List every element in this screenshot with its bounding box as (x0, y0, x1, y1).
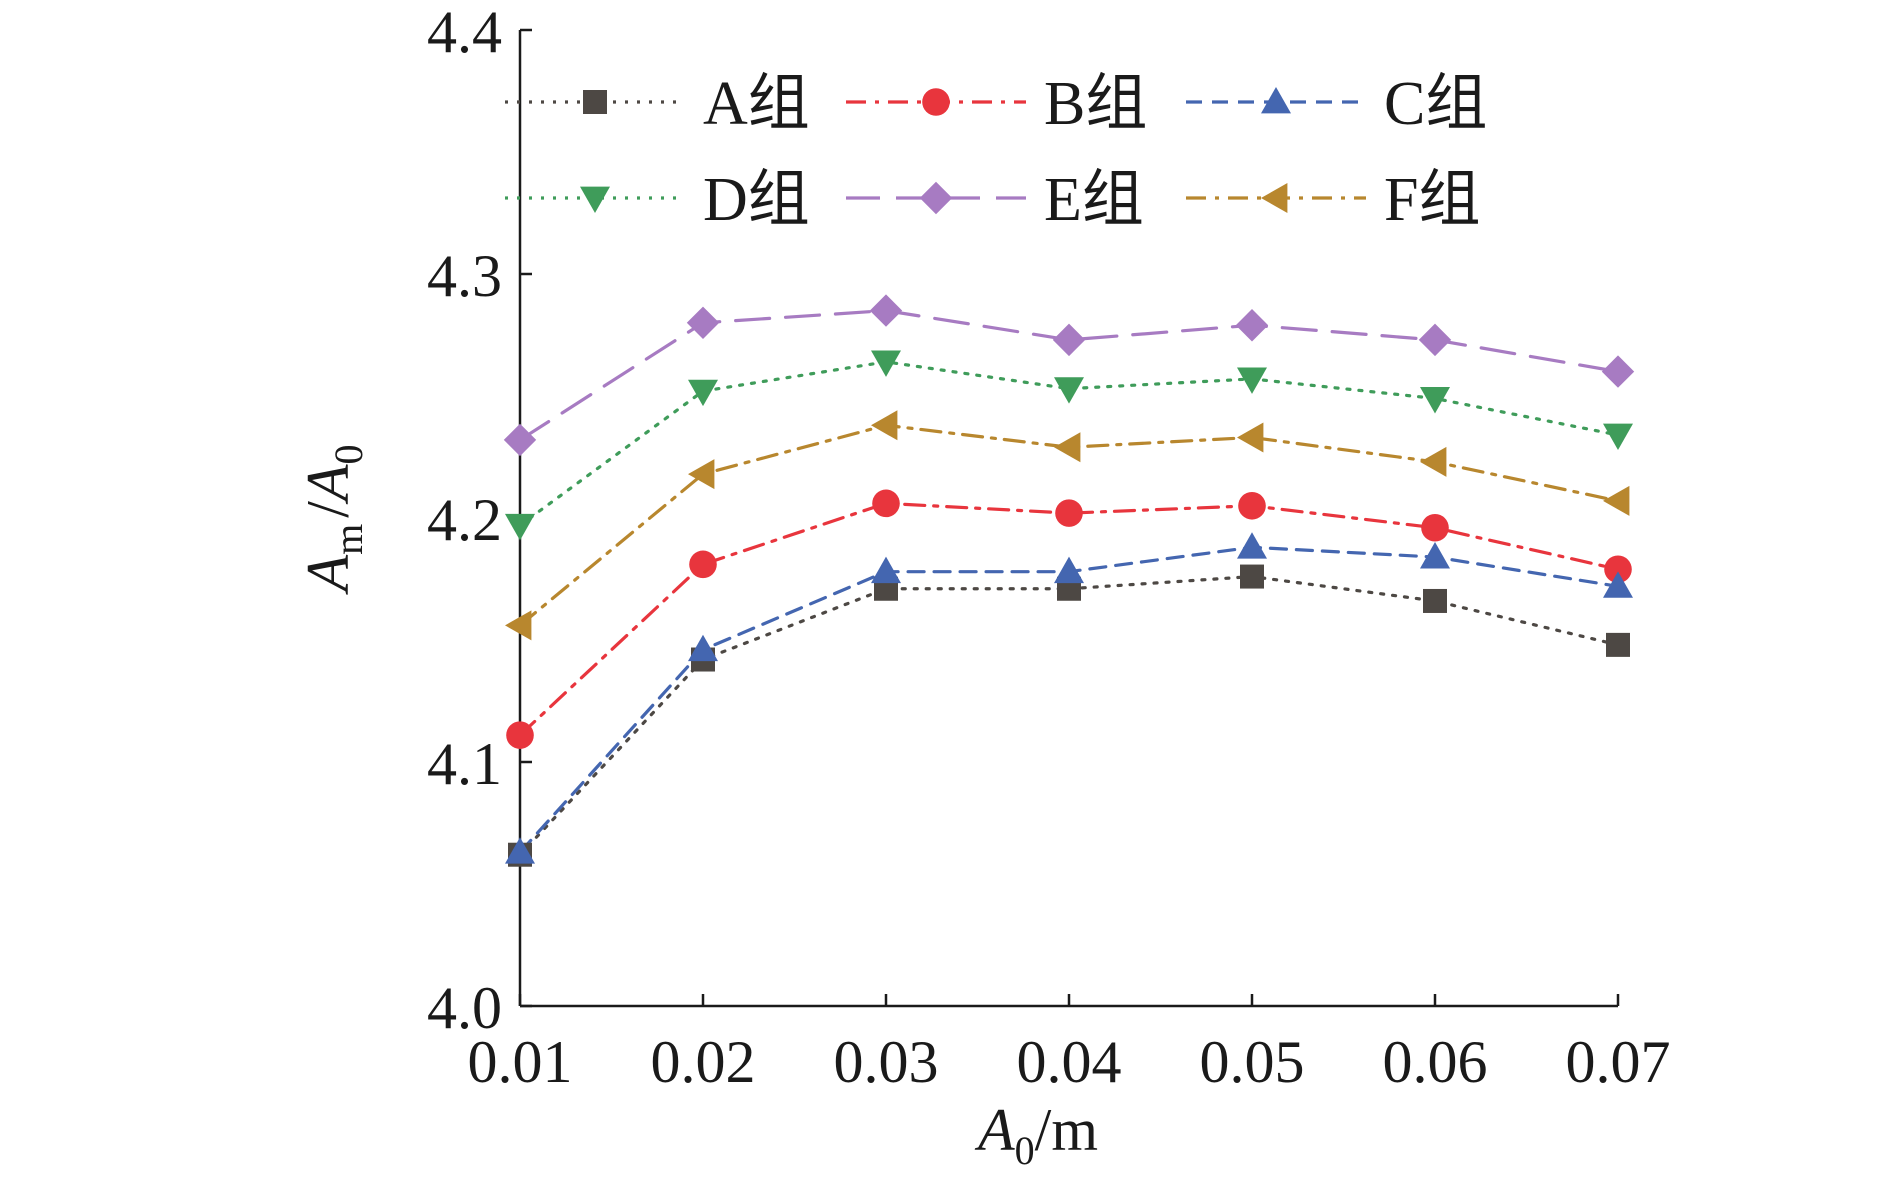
data-point-series-2 (872, 489, 900, 518)
y-axis-title: Am/A0 (295, 444, 371, 595)
data-point-series-6 (1603, 485, 1630, 516)
data-point-series-4 (688, 379, 718, 407)
data-point-series-2 (689, 550, 717, 579)
legend-item-6: F组 (1186, 166, 1480, 234)
data-point-series-3 (871, 556, 901, 584)
data-point-series-4 (1054, 377, 1084, 404)
data-point-series-3 (1054, 556, 1084, 584)
data-point-series-5 (1418, 323, 1452, 357)
data-point-series-5 (1601, 355, 1635, 388)
x-tick-label: 0.07 (1566, 1029, 1671, 1095)
data-point-series-2 (1421, 513, 1449, 542)
data-point-series-4 (871, 350, 901, 377)
legend-item-4: D组 (505, 166, 810, 234)
data-point-series-1 (1423, 588, 1447, 613)
data-point-series-6 (688, 459, 715, 490)
data-point-series-6 (871, 410, 898, 441)
data-point-series-6 (1054, 432, 1081, 463)
y-tick-label: 4.2 (427, 487, 502, 553)
y-tick-label: 4.0 (427, 975, 502, 1041)
x-tick-label: 0.02 (651, 1029, 756, 1095)
chart-legend: A组 B组 C组 D组 E组 F组 (505, 70, 1487, 234)
legend-marker (1261, 87, 1291, 114)
legend-item-3: C组 (1186, 70, 1487, 138)
data-point-series-6 (505, 610, 532, 641)
data-point-series-1 (1240, 564, 1264, 589)
data-point-series-6 (1420, 446, 1447, 477)
data-point-series-5 (1235, 309, 1269, 342)
data-point-series-4 (1420, 387, 1450, 414)
data-point-series-5 (869, 294, 903, 327)
legend-label: A组 (703, 70, 810, 138)
legend-item-5: E组 (846, 166, 1144, 234)
x-tick-label: 0.05 (1200, 1029, 1305, 1095)
data-point-series-4 (1603, 423, 1633, 451)
legend-label: C组 (1384, 70, 1487, 138)
data-point-series-2 (1055, 499, 1083, 527)
legend-marker (583, 90, 607, 114)
data-point-series-5 (1052, 323, 1086, 357)
series-line-2 (518, 501, 1620, 737)
data-point-series-3 (1420, 542, 1450, 569)
legend-label: E组 (1044, 166, 1144, 234)
y-tick-label: 4.3 (427, 243, 502, 309)
x-tick-label: 0.01 (468, 1029, 573, 1095)
legend-label: F组 (1384, 166, 1480, 234)
x-tick-label: 0.04 (1017, 1029, 1122, 1095)
data-point-series-2 (1604, 555, 1632, 584)
data-point-series-4 (1237, 367, 1267, 394)
data-point-series-3 (688, 634, 718, 662)
legend-item-1: A组 (505, 70, 810, 138)
legend-label: D组 (703, 166, 810, 234)
legend-label: B组 (1044, 70, 1147, 138)
data-point-series-2 (1238, 492, 1266, 520)
data-point-series-1 (1606, 632, 1630, 657)
x-axis-title: A0/m (974, 1097, 1098, 1173)
legend-marker (1261, 183, 1288, 213)
data-point-series-5 (686, 306, 720, 339)
legend-marker (580, 186, 610, 213)
legend-marker (919, 181, 953, 215)
chart-axes: 4.0 4.1 4.2 4.3 4.4 0.01 0.02 0.03 0.04 0.05 0.06 0… (295, 0, 1671, 1173)
x-tick-label: 0.06 (1383, 1029, 1488, 1095)
data-point-series-3 (1603, 571, 1633, 598)
legend-marker (922, 88, 950, 116)
series-line-1 (518, 574, 1620, 857)
y-tick-label: 4.1 (427, 731, 502, 797)
data-point-series-4 (505, 513, 535, 541)
y-tick-label: 4.4 (427, 0, 502, 65)
data-point-series-3 (1237, 532, 1267, 559)
data-point-series-2 (506, 721, 534, 749)
chart-markers (503, 294, 1635, 867)
legend-item-2: B组 (846, 70, 1147, 138)
x-tick-label: 0.03 (834, 1029, 939, 1095)
data-point-series-5 (503, 423, 537, 457)
data-point-series-6 (1237, 422, 1264, 453)
data-point-series-3 (505, 837, 535, 864)
